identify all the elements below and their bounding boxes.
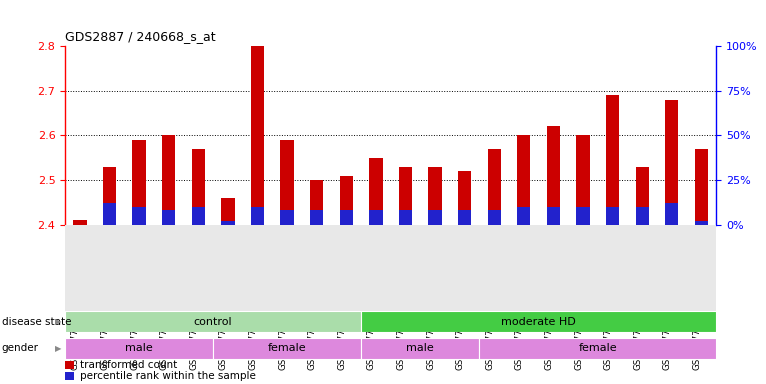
Bar bbox=[517, 136, 531, 225]
Bar bbox=[310, 180, 323, 225]
Bar bbox=[339, 210, 353, 225]
Bar bbox=[458, 210, 471, 225]
Bar bbox=[65, 338, 213, 359]
Text: percentile rank within the sample: percentile rank within the sample bbox=[80, 371, 257, 381]
Bar bbox=[221, 198, 234, 225]
Bar bbox=[458, 171, 471, 225]
Bar bbox=[517, 207, 531, 225]
Bar bbox=[695, 149, 708, 225]
Bar bbox=[250, 46, 264, 225]
Bar bbox=[162, 210, 175, 225]
Bar bbox=[488, 149, 501, 225]
Bar bbox=[361, 311, 716, 332]
Bar bbox=[488, 210, 501, 225]
Bar bbox=[361, 338, 480, 359]
Text: gender: gender bbox=[2, 343, 38, 354]
Bar bbox=[103, 167, 116, 225]
Bar bbox=[636, 207, 649, 225]
Bar bbox=[399, 210, 412, 225]
Text: ▶: ▶ bbox=[55, 317, 61, 326]
Bar bbox=[428, 167, 442, 225]
Bar bbox=[369, 210, 382, 225]
Text: female: female bbox=[268, 343, 306, 354]
Bar bbox=[339, 175, 353, 225]
Text: female: female bbox=[578, 343, 617, 354]
Bar bbox=[103, 203, 116, 225]
Bar bbox=[428, 210, 442, 225]
Bar bbox=[133, 140, 146, 225]
Bar bbox=[480, 338, 716, 359]
Bar bbox=[65, 311, 361, 332]
Bar bbox=[310, 210, 323, 225]
Text: male: male bbox=[407, 343, 434, 354]
Bar bbox=[162, 136, 175, 225]
Bar bbox=[213, 338, 361, 359]
Text: moderate HD: moderate HD bbox=[501, 316, 576, 327]
Bar bbox=[576, 207, 590, 225]
Bar bbox=[606, 95, 619, 225]
Text: ▶: ▶ bbox=[55, 344, 61, 353]
Bar bbox=[547, 126, 560, 225]
Text: control: control bbox=[194, 316, 232, 327]
Bar bbox=[221, 221, 234, 225]
Text: male: male bbox=[125, 343, 153, 354]
Bar bbox=[192, 149, 205, 225]
Bar bbox=[280, 140, 293, 225]
Text: transformed count: transformed count bbox=[80, 360, 178, 370]
Bar bbox=[74, 220, 87, 225]
Bar bbox=[636, 167, 649, 225]
Bar bbox=[369, 158, 382, 225]
Bar bbox=[576, 136, 590, 225]
Bar bbox=[250, 207, 264, 225]
Bar bbox=[192, 207, 205, 225]
Bar bbox=[399, 167, 412, 225]
Bar bbox=[665, 100, 679, 225]
Bar bbox=[665, 203, 679, 225]
Bar bbox=[280, 210, 293, 225]
Bar bbox=[133, 207, 146, 225]
Bar bbox=[547, 207, 560, 225]
Bar bbox=[606, 207, 619, 225]
Bar bbox=[695, 221, 708, 225]
Text: GDS2887 / 240668_s_at: GDS2887 / 240668_s_at bbox=[65, 30, 216, 43]
Text: disease state: disease state bbox=[2, 316, 71, 327]
